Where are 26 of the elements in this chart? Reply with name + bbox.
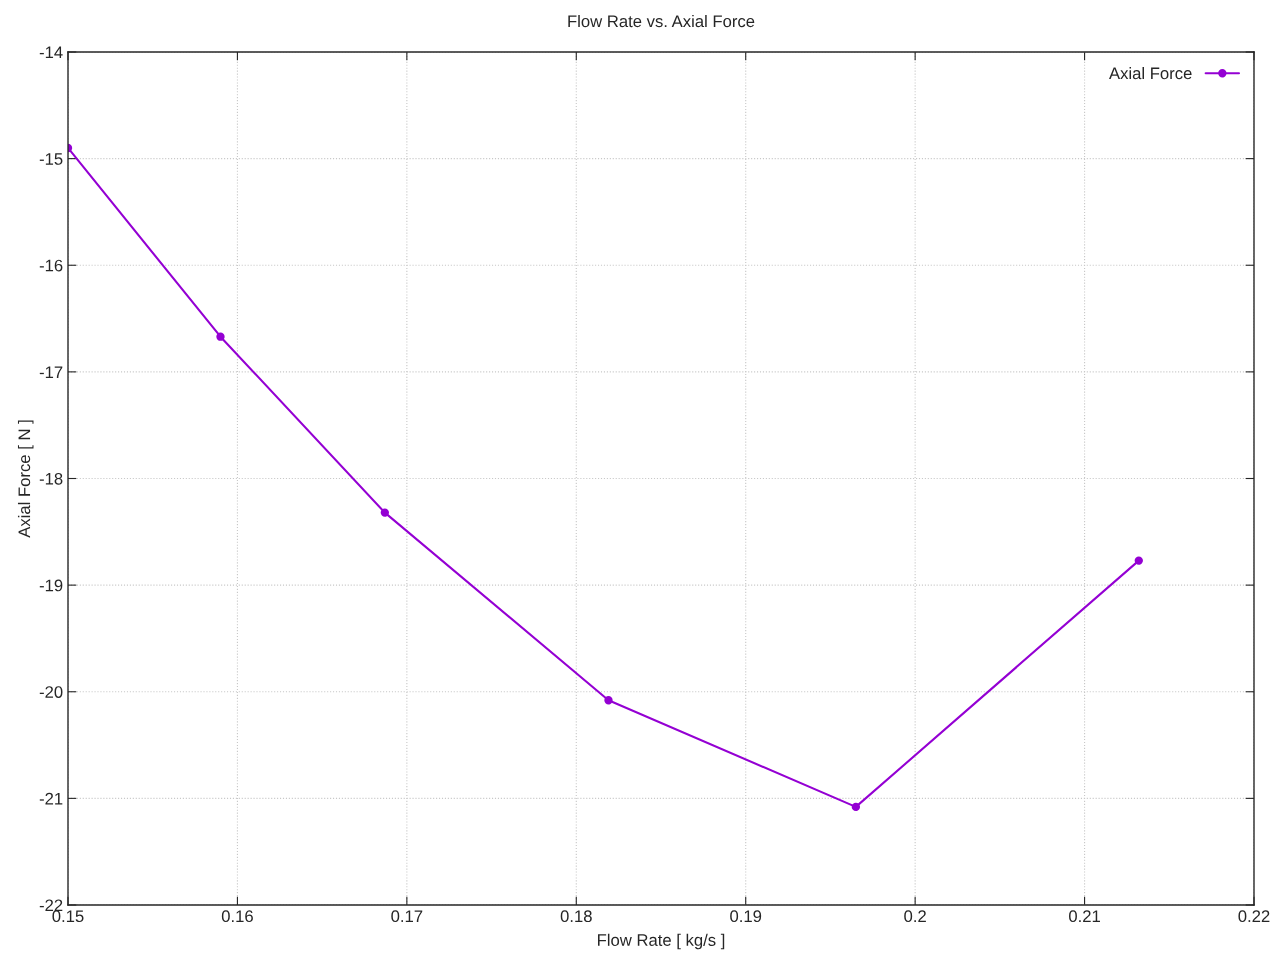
x-tick-label: 0.15 [52, 910, 84, 923]
y-tick-label: -17 [39, 366, 63, 378]
point [604, 696, 613, 705]
x-tick-label: 0.21 [1069, 910, 1100, 923]
y-tick-label: -20 [39, 686, 63, 698]
y-tick-label: -16 [39, 259, 63, 272]
chart-title: Flow Rate vs. Axial Force [568, 14, 755, 28]
x-tick-label: 0.18 [560, 910, 592, 923]
y-tick-label: -18 [39, 472, 63, 485]
y-tick-label: -22 [39, 899, 63, 912]
x-tick-label: 0.22 [1238, 910, 1270, 923]
point [216, 332, 225, 341]
y-tick-label: -14 [39, 46, 63, 59]
point [1134, 556, 1143, 565]
point [851, 802, 861, 812]
x-axis-title: Flow Rate [ kg/s ] [598, 933, 725, 950]
x-tick-label: 0.19 [730, 910, 762, 923]
y-tick-label: -21 [39, 792, 63, 805]
x-tick-label: 0.2 [904, 910, 926, 923]
y-axis-title: Axial Force [ N ] [17, 420, 34, 538]
y-tick-label: -19 [39, 579, 63, 592]
y-tick-label: -15 [39, 153, 63, 165]
legend-label: Axial Force [1109, 67, 1192, 80]
point [380, 508, 389, 517]
x-tick-label: 0.17 [391, 910, 423, 923]
x-tick-label: 0.16 [221, 910, 253, 923]
